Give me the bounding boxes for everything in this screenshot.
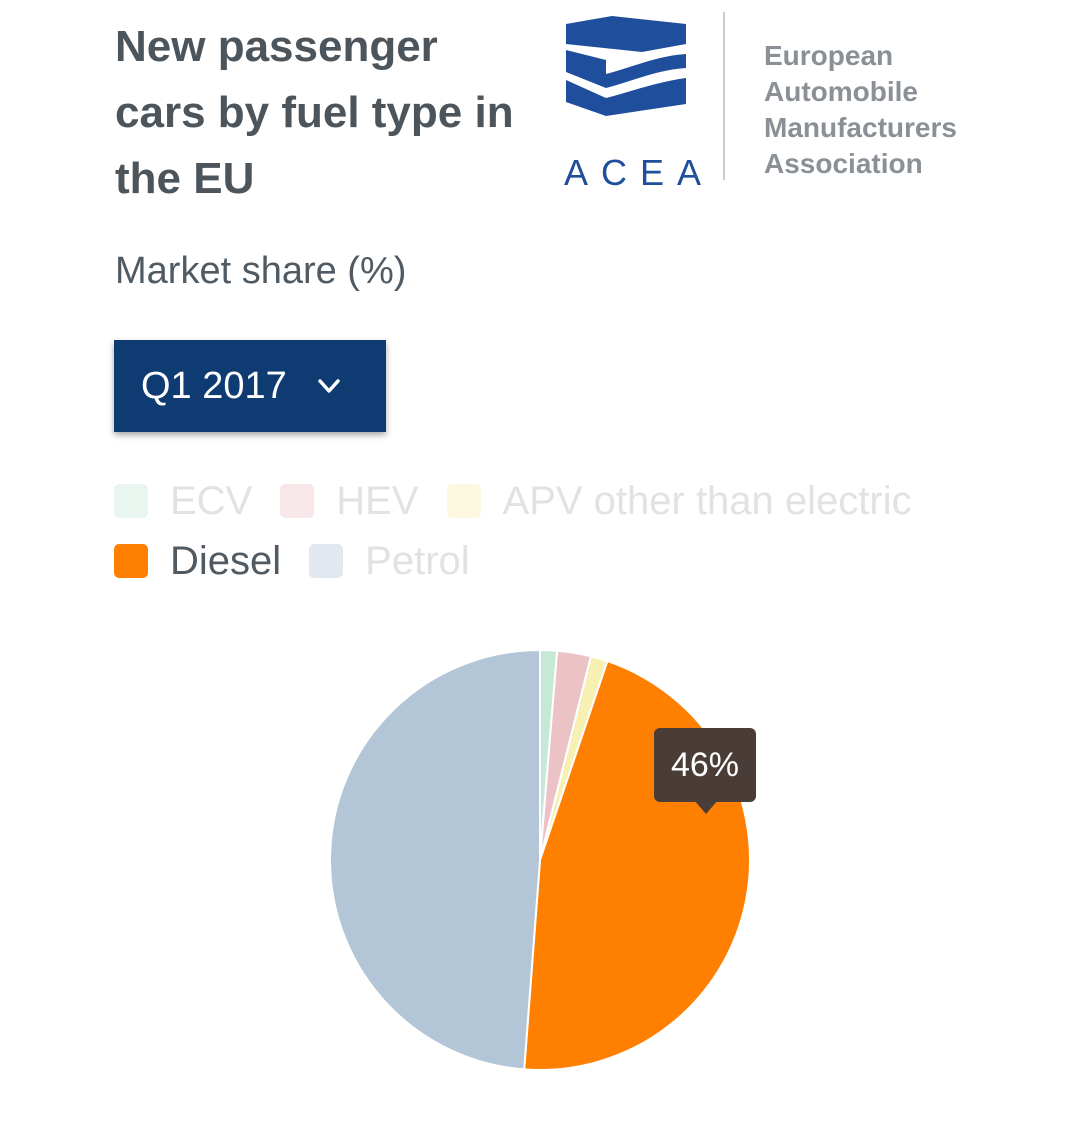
legend-swatch bbox=[446, 484, 481, 518]
chart-legend: ECV HEV APV other than electric Diesel P… bbox=[114, 479, 1014, 583]
legend-label: ECV bbox=[170, 478, 253, 523]
pie-chart bbox=[329, 648, 751, 1071]
legend-label: Petrol bbox=[365, 538, 470, 583]
logo-acronym: ACEA bbox=[564, 152, 715, 193]
logo-name-line: Automobile bbox=[764, 76, 918, 107]
tooltip-arrow bbox=[694, 800, 718, 814]
legend-item-hev[interactable]: HEV bbox=[280, 479, 419, 523]
logo-divider bbox=[723, 12, 725, 180]
logo-name-line: Association bbox=[764, 148, 923, 179]
page-title: New passenger cars by fuel type in the E… bbox=[115, 22, 514, 203]
legend-swatch bbox=[114, 544, 148, 578]
logo-name-line: Manufacturers bbox=[764, 112, 957, 143]
logo-name: European Automobile Manufacturers Associ… bbox=[764, 38, 957, 182]
legend-item-petrol[interactable]: Petrol bbox=[309, 539, 470, 583]
legend-item-ecv[interactable]: ECV bbox=[114, 479, 252, 523]
period-select[interactable]: Q1 2017 bbox=[114, 340, 386, 432]
chevron-down-icon bbox=[318, 379, 340, 393]
legend-item-diesel[interactable]: Diesel bbox=[114, 539, 281, 583]
legend-label: APV other than electric bbox=[502, 478, 912, 523]
legend-swatch bbox=[114, 484, 148, 518]
logo-name-line: European bbox=[764, 40, 894, 71]
acea-logo-mark-icon bbox=[566, 16, 686, 116]
acea-logo: ACEA European Automobile Manufacturers A… bbox=[560, 12, 980, 193]
chart-subtitle: Market share (%) bbox=[115, 250, 407, 292]
legend-item-apv[interactable]: APV other than electric bbox=[446, 479, 912, 523]
legend-label: HEV bbox=[336, 478, 419, 523]
legend-label: Diesel bbox=[170, 538, 282, 583]
pie-slice-petrol[interactable] bbox=[329, 648, 541, 1071]
legend-swatch bbox=[309, 544, 344, 578]
chart-tooltip: 46% bbox=[654, 728, 756, 802]
legend-swatch bbox=[280, 484, 315, 518]
period-select-value: Q1 2017 bbox=[141, 364, 287, 407]
